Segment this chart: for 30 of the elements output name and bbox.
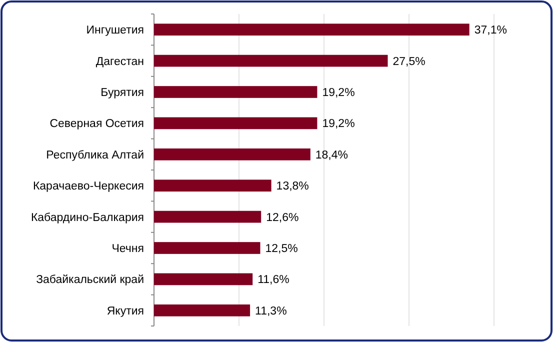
- y-tick-label: Бурятия: [100, 87, 144, 100]
- y-tick-label: Чечня: [112, 243, 144, 256]
- bar: [154, 210, 262, 223]
- data-label: 11,3%: [255, 305, 287, 318]
- y-tick-label: Северная Осетия: [50, 118, 144, 130]
- data-label: 18,4%: [315, 149, 348, 162]
- bar: [154, 242, 260, 254]
- data-label: 27,5%: [392, 56, 426, 68]
- bar: [154, 86, 318, 98]
- bar: [154, 148, 310, 160]
- data-label: 11,6%: [258, 274, 290, 286]
- data-label: 19,2%: [322, 118, 355, 130]
- y-tick-label: Ингушетия: [86, 24, 144, 37]
- bar: [154, 273, 253, 286]
- data-label: 13,8%: [276, 180, 309, 193]
- data-label: 37,1%: [474, 24, 507, 37]
- data-label: 12,5%: [265, 243, 298, 256]
- y-tick-label: Карачаево-Черкесия: [32, 180, 144, 193]
- bar: [154, 54, 388, 67]
- y-tick-label: Кабардино-Балкария: [30, 212, 144, 224]
- bar: [154, 24, 470, 36]
- y-tick-label: Республика Алтай: [46, 149, 144, 162]
- bar: [154, 180, 272, 192]
- y-tick-label: Якутия: [106, 305, 144, 318]
- data-label: 19,2%: [322, 87, 355, 100]
- bar: [154, 117, 318, 130]
- y-tick-label: Забайкальский край: [36, 274, 144, 286]
- y-tick-label: Дагестан: [96, 56, 144, 68]
- bar: [154, 304, 250, 316]
- data-label: 12,6%: [266, 212, 299, 224]
